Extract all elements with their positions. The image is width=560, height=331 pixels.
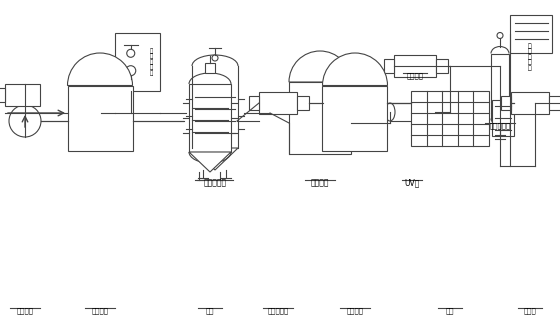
Bar [0, 88, 5, 102]
Bar [115, 33, 160, 91]
Bar [511, 92, 549, 114]
Wedge shape [68, 53, 133, 85]
Bar [394, 55, 436, 77]
Text: 之
滤
液
装
置: 之 滤 液 装 置 [528, 43, 532, 71]
Bar [249, 96, 259, 110]
Ellipse shape [385, 103, 395, 121]
Bar [411, 90, 489, 146]
Text: 混床: 混床 [206, 308, 214, 314]
Bar [549, 96, 560, 110]
Text: 纤维过滤器: 纤维过滤器 [203, 178, 227, 187]
Circle shape [9, 105, 41, 137]
Circle shape [212, 55, 218, 61]
Text: UV灯: UV灯 [405, 178, 420, 187]
Bar [323, 85, 388, 151]
Wedge shape [323, 53, 388, 85]
Circle shape [497, 32, 503, 38]
Polygon shape [189, 152, 231, 172]
Ellipse shape [430, 103, 440, 121]
Text: 混床提升泵: 混床提升泵 [267, 308, 288, 314]
Text: 除盐水箱: 除盐水箱 [91, 308, 109, 314]
Text: 净
药
投
装
置: 净 药 投 装 置 [150, 48, 153, 76]
Polygon shape [75, 103, 95, 123]
Text: 预增压泵: 预增压泵 [407, 73, 423, 79]
Text: 保安过滤器: 保安过滤器 [489, 123, 511, 129]
Bar [390, 103, 435, 121]
Wedge shape [289, 51, 351, 82]
Bar [384, 59, 394, 73]
Text: 高压泵: 高压泵 [524, 308, 536, 314]
Polygon shape [192, 148, 238, 170]
Circle shape [69, 97, 101, 129]
Bar [501, 96, 511, 110]
Bar [189, 84, 231, 152]
Bar [492, 100, 514, 136]
Text: 中间水箱: 中间水箱 [347, 308, 363, 314]
Circle shape [126, 66, 136, 76]
Bar [289, 82, 351, 154]
Text: 除盐水泵: 除盐水泵 [16, 308, 34, 314]
Bar [491, 54, 509, 118]
Circle shape [127, 49, 135, 57]
Bar [5, 84, 40, 106]
Bar [297, 96, 309, 110]
Text: 过滤水箱: 过滤水箱 [311, 178, 329, 187]
Text: 膜堆: 膜堆 [446, 308, 454, 314]
Bar [510, 15, 552, 53]
Bar [205, 63, 215, 73]
Bar [259, 92, 297, 114]
Bar [68, 85, 133, 151]
Bar [436, 59, 448, 73]
